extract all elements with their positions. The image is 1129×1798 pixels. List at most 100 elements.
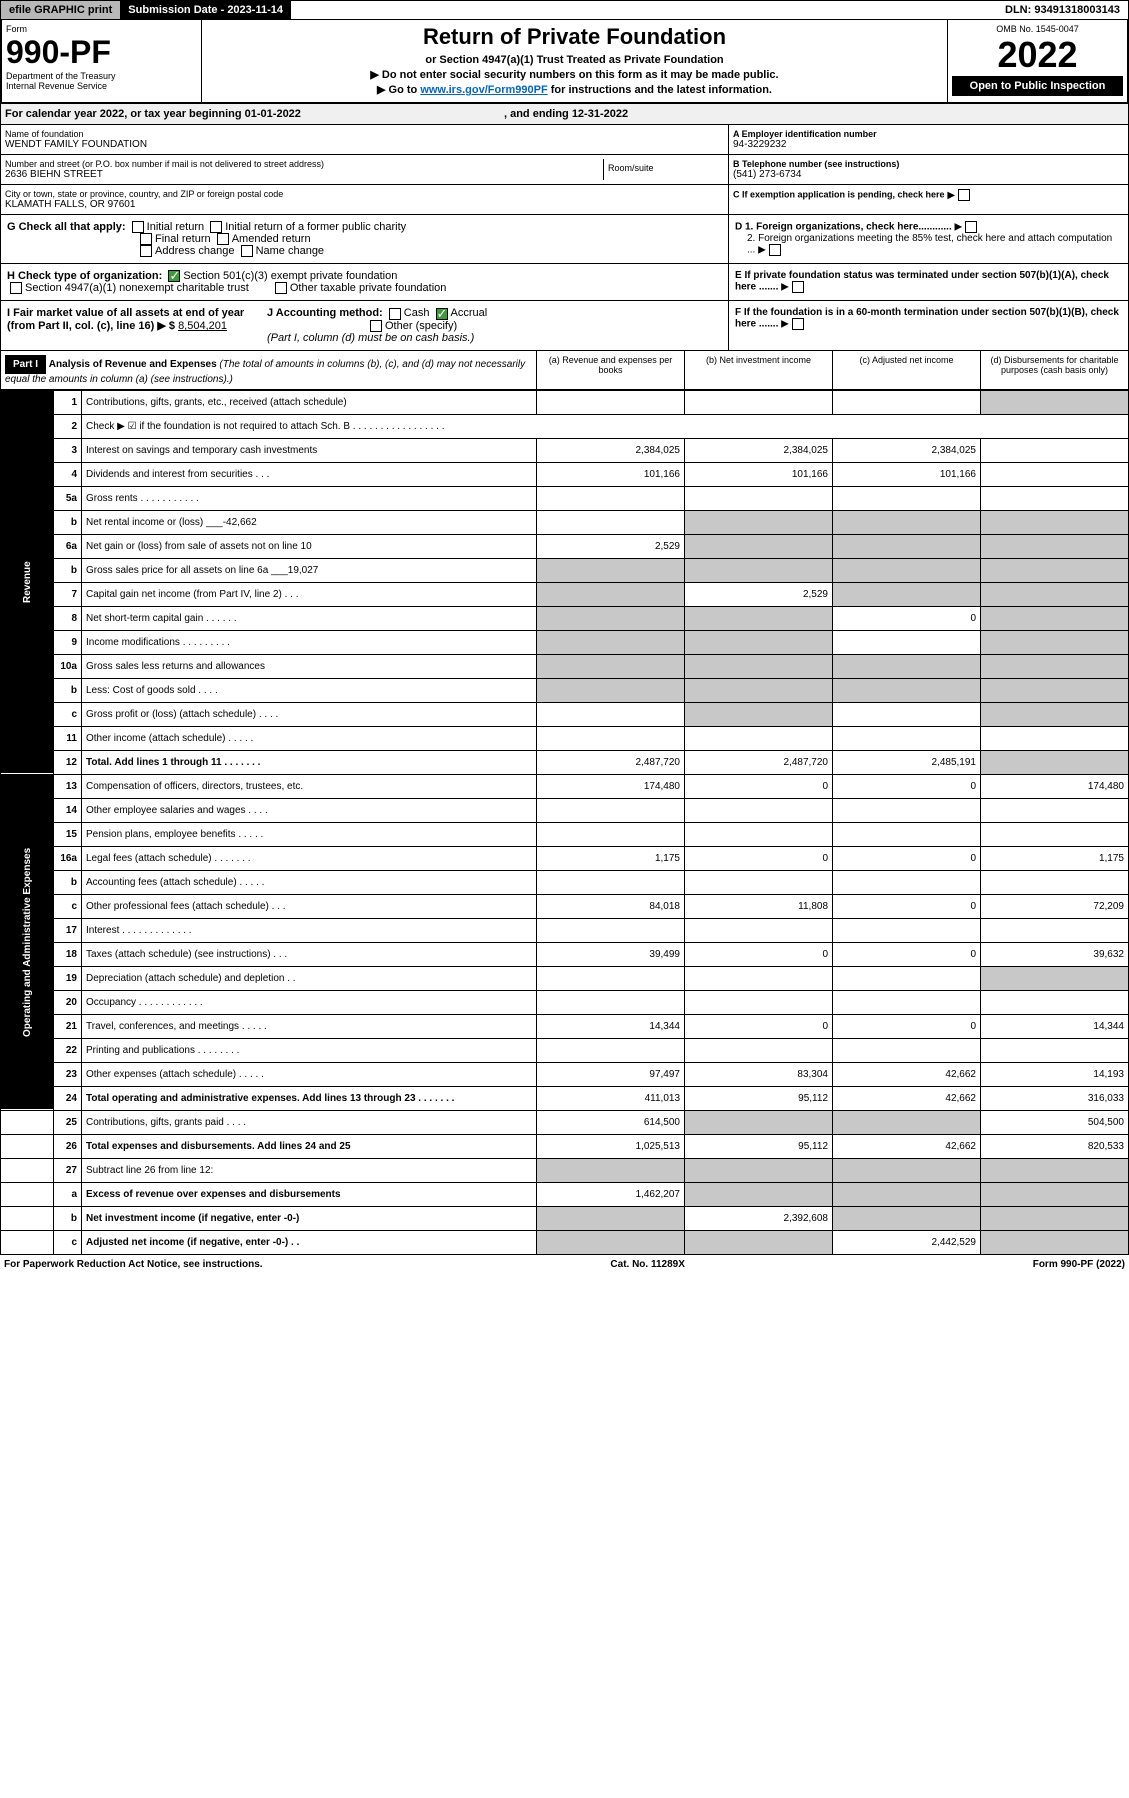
line-description: Capital gain net income (from Part IV, l… (82, 582, 537, 606)
value-col-a (537, 486, 685, 510)
value-col-b: 95,112 (685, 1134, 833, 1158)
form990pf-link[interactable]: www.irs.gov/Form990PF (420, 84, 547, 96)
value-col-c: 0 (833, 606, 981, 630)
line-description: Depreciation (attach schedule) and deple… (82, 966, 537, 990)
value-col-a (537, 1158, 685, 1182)
table-row: 2Check ▶ ☑ if the foundation is not requ… (1, 414, 1129, 438)
form-title: Return of Private Foundation (206, 24, 943, 50)
value-col-c (833, 510, 981, 534)
j-other-checkbox[interactable] (370, 320, 382, 332)
g-initial-former-checkbox[interactable] (210, 221, 222, 233)
line-description: Total. Add lines 1 through 11 . . . . . … (82, 750, 537, 774)
value-col-d (981, 726, 1129, 750)
h-other-checkbox[interactable] (275, 282, 287, 294)
value-col-b (685, 1158, 833, 1182)
g-amended-checkbox[interactable] (217, 233, 229, 245)
part1-title: Analysis of Revenue and Expenses (49, 359, 217, 370)
line-number: 18 (54, 942, 82, 966)
line-number: 19 (54, 966, 82, 990)
efile-button[interactable]: efile GRAPHIC print (1, 1, 120, 19)
value-col-a (537, 1038, 685, 1062)
line-number: 24 (54, 1086, 82, 1110)
h-4947-checkbox[interactable] (10, 282, 22, 294)
table-row: 17Interest . . . . . . . . . . . . . (1, 918, 1129, 942)
j-cash-checkbox[interactable] (389, 308, 401, 320)
value-col-b (685, 1110, 833, 1134)
value-col-d (981, 822, 1129, 846)
spacer (1, 1110, 54, 1134)
c-label: C If exemption application is pending, c… (733, 190, 945, 200)
footer-right: Form 990-PF (2022) (1033, 1259, 1125, 1270)
line-number: b (54, 870, 82, 894)
g-initial-checkbox[interactable] (132, 221, 144, 233)
value-col-d (981, 702, 1129, 726)
line-number: 5a (54, 486, 82, 510)
col-a-header: (a) Revenue and expenses per books (536, 351, 684, 389)
d1-label: D 1. Foreign organizations, check here..… (735, 222, 952, 233)
value-col-c (833, 1158, 981, 1182)
table-row: 20Occupancy . . . . . . . . . . . . (1, 990, 1129, 1014)
d2-checkbox[interactable] (769, 244, 781, 256)
options-h-row: H Check type of organization: Section 50… (0, 264, 1129, 301)
form-label: Form (6, 24, 197, 34)
value-col-d (981, 654, 1129, 678)
g-final-checkbox[interactable] (140, 233, 152, 245)
value-col-b (685, 606, 833, 630)
value-col-d: 174,480 (981, 774, 1129, 798)
value-col-b: 0 (685, 1014, 833, 1038)
value-col-c (833, 630, 981, 654)
line-number: b (54, 558, 82, 582)
line-description: Other employee salaries and wages . . . … (82, 798, 537, 822)
value-col-c: 2,485,191 (833, 750, 981, 774)
line-number: 20 (54, 990, 82, 1014)
value-col-c: 0 (833, 894, 981, 918)
tel-label: B Telephone number (see instructions) (733, 159, 1124, 169)
value-col-a: 1,025,513 (537, 1134, 685, 1158)
calendar-year-row: For calendar year 2022, or tax year begi… (0, 104, 1129, 125)
value-col-a: 411,013 (537, 1086, 685, 1110)
value-col-c (833, 798, 981, 822)
e-checkbox[interactable] (792, 281, 804, 293)
dln-label: DLN: 93491318003143 (997, 1, 1128, 19)
j-accrual-checkbox[interactable] (436, 308, 448, 320)
g-name-checkbox[interactable] (241, 245, 253, 257)
c-checkbox[interactable] (958, 189, 970, 201)
line-description: Contributions, gifts, grants paid . . . … (82, 1110, 537, 1134)
line-number: b (54, 1206, 82, 1230)
value-col-c (833, 822, 981, 846)
form-note2: ▶ Go to www.irs.gov/Form990PF for instru… (206, 83, 943, 96)
line-number: 6a (54, 534, 82, 558)
d1-checkbox[interactable] (965, 221, 977, 233)
line-description: Interest on savings and temporary cash i… (82, 438, 537, 462)
value-col-d (981, 1182, 1129, 1206)
line-number: 7 (54, 582, 82, 606)
value-col-c (833, 1206, 981, 1230)
value-col-d (981, 582, 1129, 606)
value-col-c: 2,442,529 (833, 1230, 981, 1254)
value-col-c: 101,166 (833, 462, 981, 486)
value-col-d (981, 798, 1129, 822)
table-row: Operating and Administrative Expenses13C… (1, 774, 1129, 798)
line-number: a (54, 1182, 82, 1206)
value-col-b (685, 1038, 833, 1062)
g-address-checkbox[interactable] (140, 245, 152, 257)
value-col-b (685, 726, 833, 750)
value-col-c (833, 678, 981, 702)
value-col-b (685, 966, 833, 990)
table-row: 24Total operating and administrative exp… (1, 1086, 1129, 1110)
table-row: cOther professional fees (attach schedul… (1, 894, 1129, 918)
h-501c3-checkbox[interactable] (168, 270, 180, 282)
form-header: Form 990-PF Department of the Treasury I… (0, 20, 1129, 104)
value-col-b (685, 918, 833, 942)
value-col-c (833, 654, 981, 678)
line-number: 17 (54, 918, 82, 942)
value-col-a (537, 654, 685, 678)
line-description: Net gain or (loss) from sale of assets n… (82, 534, 537, 558)
value-col-d (981, 1230, 1129, 1254)
f-checkbox[interactable] (792, 318, 804, 330)
line-number: 2 (54, 414, 82, 438)
line-description: Occupancy . . . . . . . . . . . . (82, 990, 537, 1014)
ein-value: 94-3229232 (733, 139, 1124, 150)
value-col-a (537, 1206, 685, 1230)
value-col-d (981, 966, 1129, 990)
